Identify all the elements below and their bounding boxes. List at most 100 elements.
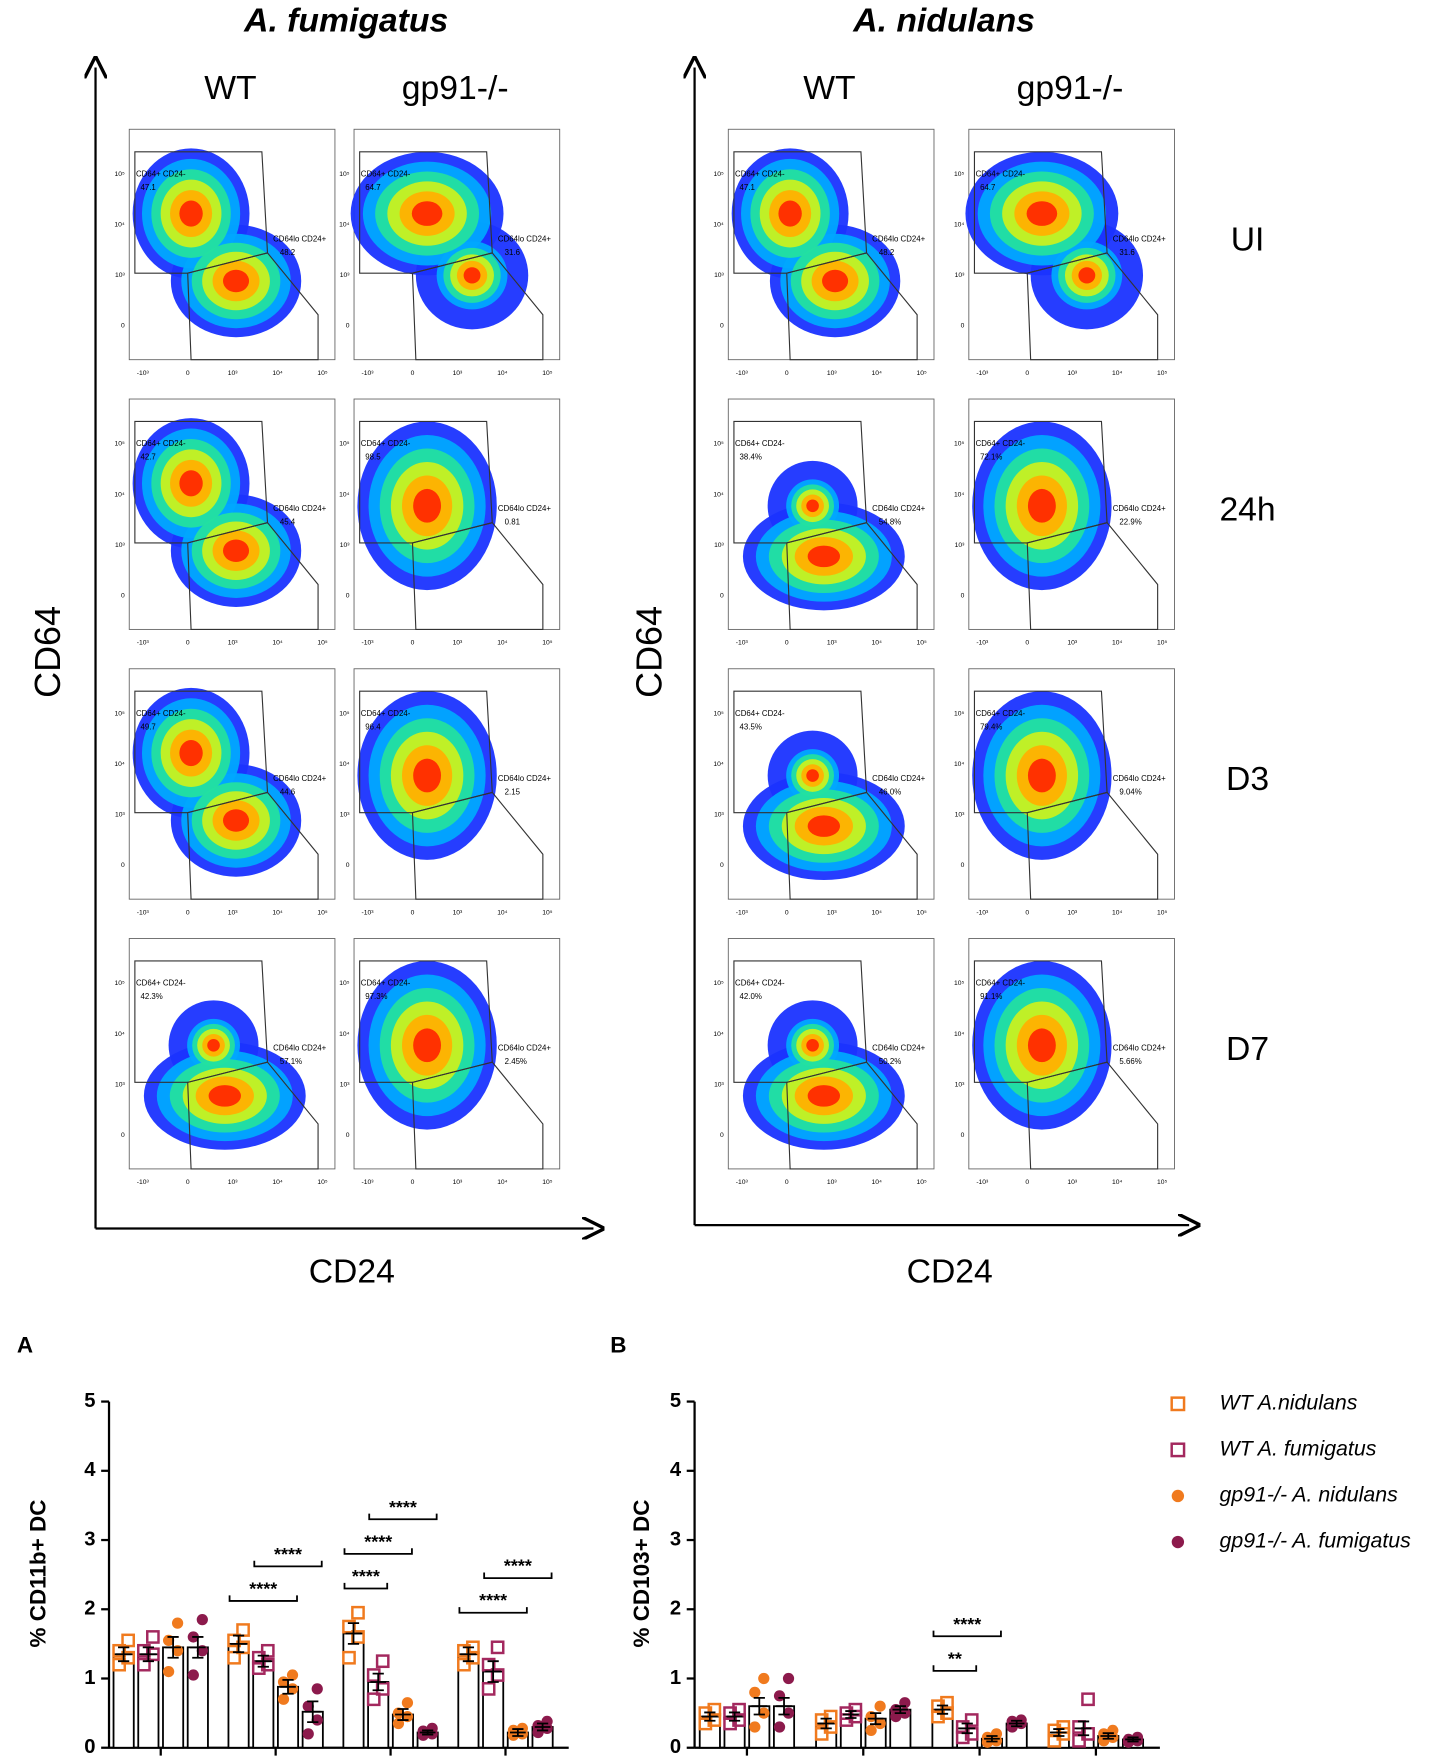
panel-x-tick: 10⁴	[497, 1179, 507, 1186]
gate	[187, 522, 319, 630]
gate-label: CD64lo CD24+	[872, 774, 925, 783]
panel-x-tick: -10³	[137, 1179, 150, 1186]
panel-x-tick: 10⁴	[272, 909, 282, 916]
y-axis-label: CD64	[27, 606, 68, 698]
density-contour	[208, 1085, 241, 1107]
panel-y-tick: 10³	[955, 272, 965, 279]
panel-x-tick: -10³	[736, 1179, 749, 1186]
panel-x-tick: 0	[186, 909, 190, 916]
density-contour	[413, 488, 442, 523]
panel-y-tick: 10³	[115, 542, 125, 549]
data-point	[707, 1702, 722, 1717]
panel-x-tick: -10³	[362, 1179, 375, 1186]
panel-y-tick: 10⁵	[954, 711, 964, 718]
panel-x-tick: -10³	[137, 909, 150, 916]
panel-x-tick: 0	[411, 370, 415, 377]
data-point	[137, 1643, 151, 1658]
panel-y-tick: 10⁴	[954, 222, 964, 229]
significance-label: ****	[953, 1614, 981, 1634]
panel-x-tick: 10⁴	[497, 370, 507, 377]
gate-value: 50.2%	[879, 1057, 901, 1066]
panel-x-tick: 10³	[453, 370, 463, 377]
error-bar	[818, 1717, 835, 1730]
panel-x-tick: 10⁴	[272, 640, 282, 647]
gate	[1026, 252, 1159, 361]
y-tick-label: 3	[84, 1528, 95, 1550]
gate-label: CD64+ CD24-	[735, 709, 785, 718]
density-contour	[1026, 201, 1058, 226]
significance-bracket	[343, 1548, 413, 1555]
gate	[411, 791, 544, 900]
panel-y-tick: 10⁵	[714, 441, 724, 448]
panel-y-tick: 10³	[115, 812, 125, 819]
panel-x-tick: 10³	[228, 640, 238, 647]
error-bar	[165, 1636, 181, 1659]
panel-y-tick: 0	[961, 592, 965, 599]
data-point	[814, 1713, 829, 1727]
gate-label: CD64+ CD24-	[976, 709, 1026, 718]
gate-value: 9.04%	[1119, 787, 1141, 796]
panel-y-tick: 10⁵	[114, 171, 124, 178]
panel-x-tick: 10³	[1067, 640, 1077, 647]
panel-x-tick: 10³	[827, 1179, 837, 1186]
panel-y-tick: 10⁵	[114, 980, 124, 987]
error-bar	[395, 1708, 411, 1721]
significance-bracket	[483, 1572, 553, 1580]
density-contour	[807, 815, 841, 837]
gate-value: 47.1	[140, 183, 155, 192]
panel-x-tick: 10⁴	[871, 1179, 881, 1186]
panel-y-tick: 10³	[340, 812, 350, 819]
panel-x-tick: 10⁴	[1112, 370, 1122, 377]
significance-bracket	[458, 1607, 528, 1614]
gate-label: CD64+ CD24-	[735, 169, 785, 178]
data-point	[311, 1683, 323, 1695]
data-point	[758, 1672, 770, 1685]
error-bar	[280, 1678, 296, 1695]
row-label: 24h	[1219, 490, 1275, 528]
panel-y-tick: 10⁴	[339, 222, 349, 229]
panel-x-tick: 10⁵	[317, 640, 327, 647]
panel-x-tick: 10³	[228, 1179, 238, 1186]
error-bar	[419, 1729, 436, 1736]
panel-x-tick: -10³	[976, 909, 989, 916]
error-bar	[959, 1722, 976, 1735]
panel-x-tick: 0	[785, 640, 789, 647]
gate-label: CD64lo CD24+	[498, 235, 551, 244]
panel-y-tick: 10⁴	[954, 491, 964, 498]
panel-x-tick: 10⁵	[317, 909, 327, 916]
panel-x-tick: 10³	[453, 1179, 463, 1186]
density-contour	[413, 1028, 442, 1063]
panel-y-tick: 10⁴	[954, 1031, 964, 1038]
error-bar	[115, 1646, 132, 1663]
panel-letter: A	[17, 1332, 33, 1357]
gate-value: 72.1%	[980, 453, 1002, 462]
density-contour	[1027, 488, 1056, 523]
panel-x-tick: -10³	[362, 370, 375, 377]
panel-x-tick: 10⁴	[1112, 909, 1122, 916]
y-axis-label: CD64	[628, 606, 669, 698]
panel-y-tick: 0	[720, 323, 724, 330]
gate	[786, 791, 918, 900]
error-bar	[892, 1705, 909, 1715]
error-bar	[934, 1704, 951, 1715]
error-bar	[726, 1711, 743, 1722]
gate-label: CD64+ CD24-	[361, 709, 411, 718]
panel-x-tick: 0	[411, 640, 415, 647]
gate-label: CD64+ CD24-	[136, 709, 186, 718]
panel-y-tick: 10⁴	[114, 761, 124, 768]
data-point	[302, 1728, 314, 1740]
panel-x-tick: 0	[186, 370, 190, 377]
y-tick-label: 2	[670, 1598, 681, 1620]
data-point	[112, 1643, 127, 1658]
panel-x-tick: 10⁴	[871, 370, 881, 377]
gate-label: CD64+ CD24-	[361, 979, 411, 988]
y-tick-label: 3	[670, 1528, 681, 1550]
error-bar	[189, 1636, 206, 1659]
y-tick-label: 5	[670, 1390, 681, 1412]
panel-x-tick: -10³	[137, 370, 150, 377]
gate-label: CD64lo CD24+	[872, 235, 925, 244]
y-tick-label: 4	[84, 1459, 96, 1481]
density-contour	[806, 1038, 819, 1052]
error-bar	[751, 1696, 768, 1716]
